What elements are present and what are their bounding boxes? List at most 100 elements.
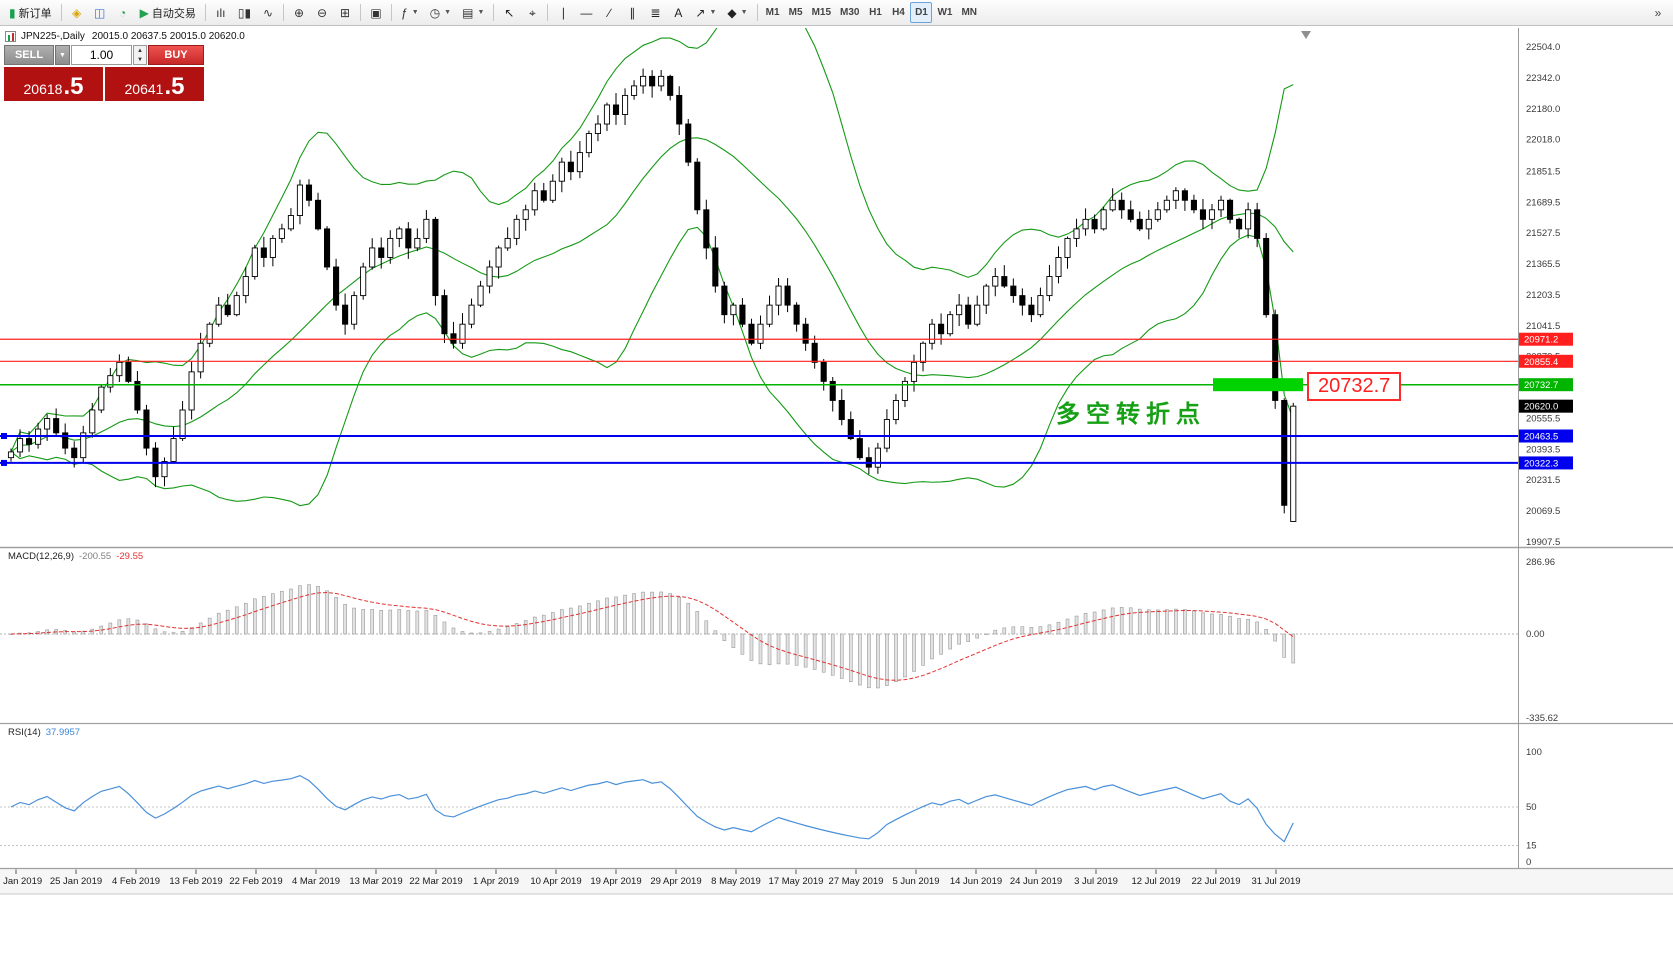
templates-button[interactable]: ▤ ▼	[457, 2, 489, 23]
macd-histogram-bar	[1029, 627, 1034, 635]
date-label: 1 Apr 2019	[473, 876, 519, 887]
macd-histogram-bar	[1110, 607, 1115, 635]
macd-histogram-bar	[397, 609, 402, 635]
arrows-tool-button[interactable]: ↗ ▼	[690, 2, 721, 23]
new-order-button[interactable]: ▮ 新订单	[4, 2, 57, 23]
candle-body	[667, 75, 674, 96]
candles-layer[interactable]	[7, 68, 1297, 522]
timeframe-m15-button[interactable]: M15	[808, 2, 835, 23]
candle-body	[287, 215, 294, 230]
fibonacci-button[interactable]: ≣	[644, 2, 666, 23]
macd-histogram-bar	[496, 628, 501, 635]
price-axis-label: 20555.5	[1526, 413, 1560, 424]
macd-histogram-bar	[189, 627, 194, 635]
macd-axis-label: 0.00	[1526, 629, 1545, 640]
support-line-1-anchor[interactable]	[1, 433, 7, 440]
price-axis-label: 21689.5	[1526, 197, 1560, 208]
toolbar-more-button[interactable]: »	[1647, 2, 1669, 23]
candle-body	[540, 190, 547, 201]
buy-button[interactable]: BUY	[148, 45, 204, 65]
candle-body	[1046, 276, 1053, 297]
candle-body	[649, 75, 656, 87]
macd-histogram-bar	[722, 633, 727, 641]
macd-histogram-bar	[487, 631, 492, 635]
timeframe-w1-button[interactable]: W1	[933, 2, 956, 23]
timeframe-m30-button-label: M30	[840, 7, 860, 18]
candle-body	[1001, 276, 1008, 287]
tile-windows-button[interactable]: ⊞	[334, 2, 356, 23]
candle-body	[206, 323, 213, 344]
periods-button[interactable]: ◷ ▼	[425, 2, 456, 23]
line-chart-type-button[interactable]: ∿	[257, 2, 279, 23]
timeframe-h1-button[interactable]: H1	[864, 2, 886, 23]
resistance-line-2-tag-bg	[1519, 354, 1573, 368]
charts-icon-button[interactable]: ◫	[89, 2, 111, 23]
vertical-line-button[interactable]: ∣	[552, 2, 574, 23]
lot-stepper-up[interactable]: ▲	[137, 47, 143, 54]
pivot-price-callout[interactable]: 20732.7	[1307, 372, 1402, 401]
timeframe-h4-button[interactable]: H4	[887, 2, 909, 23]
candle-body	[1208, 209, 1216, 220]
timeframe-m5-button[interactable]: M5	[785, 2, 807, 23]
price-axis-label: 20231.5	[1526, 475, 1560, 486]
rsi-pane[interactable]	[0, 775, 1518, 846]
channel-button[interactable]: ∥	[621, 2, 643, 23]
current-price-tag-bg	[1519, 399, 1573, 413]
candle-body	[495, 247, 502, 268]
candle-body	[947, 314, 954, 335]
order-dropdown-button[interactable]: ▼	[55, 45, 70, 65]
pivot-highlight-bar[interactable]	[1213, 378, 1303, 392]
crosshair-button[interactable]: ⌖	[521, 2, 543, 23]
macd-histogram-bar	[1246, 618, 1250, 635]
trendline-button[interactable]: ∕	[598, 2, 620, 23]
timeframe-m5-button-label: M5	[788, 7, 803, 18]
support-line-2-anchor[interactable]	[1, 459, 7, 466]
macd-pane[interactable]	[0, 584, 1518, 689]
bollinger-bands	[10, 28, 1294, 507]
text-tool-button[interactable]: A	[667, 2, 689, 23]
rsi-label: RSI(14) 37.9957	[8, 727, 85, 738]
candle-body	[1100, 209, 1107, 230]
quick-trade-icon-button[interactable]: ◈	[66, 2, 88, 23]
candle-body	[62, 432, 69, 449]
timeframe-m30-button[interactable]: M30	[836, 2, 863, 23]
candle-body	[892, 400, 899, 420]
candle-body	[278, 228, 285, 239]
lot-stepper-down[interactable]: ▼	[137, 56, 143, 63]
timeframe-h1-button-label: H1	[869, 7, 882, 18]
sell-button[interactable]: SELL	[4, 45, 54, 65]
shapes-tool-button[interactable]: ◆ ▼	[722, 2, 752, 23]
timeframe-mn-button[interactable]: MN	[957, 2, 981, 23]
zoom-in-button[interactable]: ⊕	[288, 2, 310, 23]
candle-body	[26, 438, 33, 445]
candle-body	[1127, 209, 1134, 220]
bar-chart-type-button[interactable]: ılı	[210, 2, 232, 23]
candlestick-chart-type-button[interactable]: ▯▮	[233, 2, 256, 23]
refresh-icon-button[interactable]: ◔	[112, 2, 134, 23]
candle-body	[631, 85, 638, 96]
macd-histogram-bar	[794, 633, 799, 666]
cursor-button[interactable]: ↖	[498, 2, 520, 23]
candle-body	[901, 380, 909, 401]
pivot-annotation-text[interactable]: 多空转折点	[1056, 401, 1206, 428]
macd-histogram-bar	[1156, 609, 1160, 635]
indicators-button[interactable]: ƒ ▼	[396, 2, 424, 23]
auto-trading-button[interactable]: ▶ 自动交易	[135, 2, 201, 23]
candle-body	[224, 304, 231, 316]
arrange-button[interactable]: ▣	[365, 2, 387, 23]
date-label: 14 Jun 2019	[950, 876, 1002, 887]
candle-body	[1064, 237, 1071, 258]
candle-body	[703, 209, 710, 249]
buy-price-button[interactable]: 20641 .5	[105, 67, 204, 101]
current-price-tag-text: 20620.0	[1524, 402, 1558, 413]
sell-price-button[interactable]: 20618 .5	[4, 67, 103, 101]
candle-body	[1281, 400, 1288, 506]
timeframe-mn-button-label: MN	[961, 7, 978, 18]
lot-input[interactable]	[71, 45, 132, 65]
zoom-out-button[interactable]: ⊖	[311, 2, 333, 23]
timeframe-m1-button[interactable]: M1	[762, 2, 784, 23]
candle-body	[640, 75, 647, 87]
horizontal-line-button[interactable]: ―	[575, 2, 597, 23]
timeframe-d1-button[interactable]: D1	[910, 2, 933, 23]
